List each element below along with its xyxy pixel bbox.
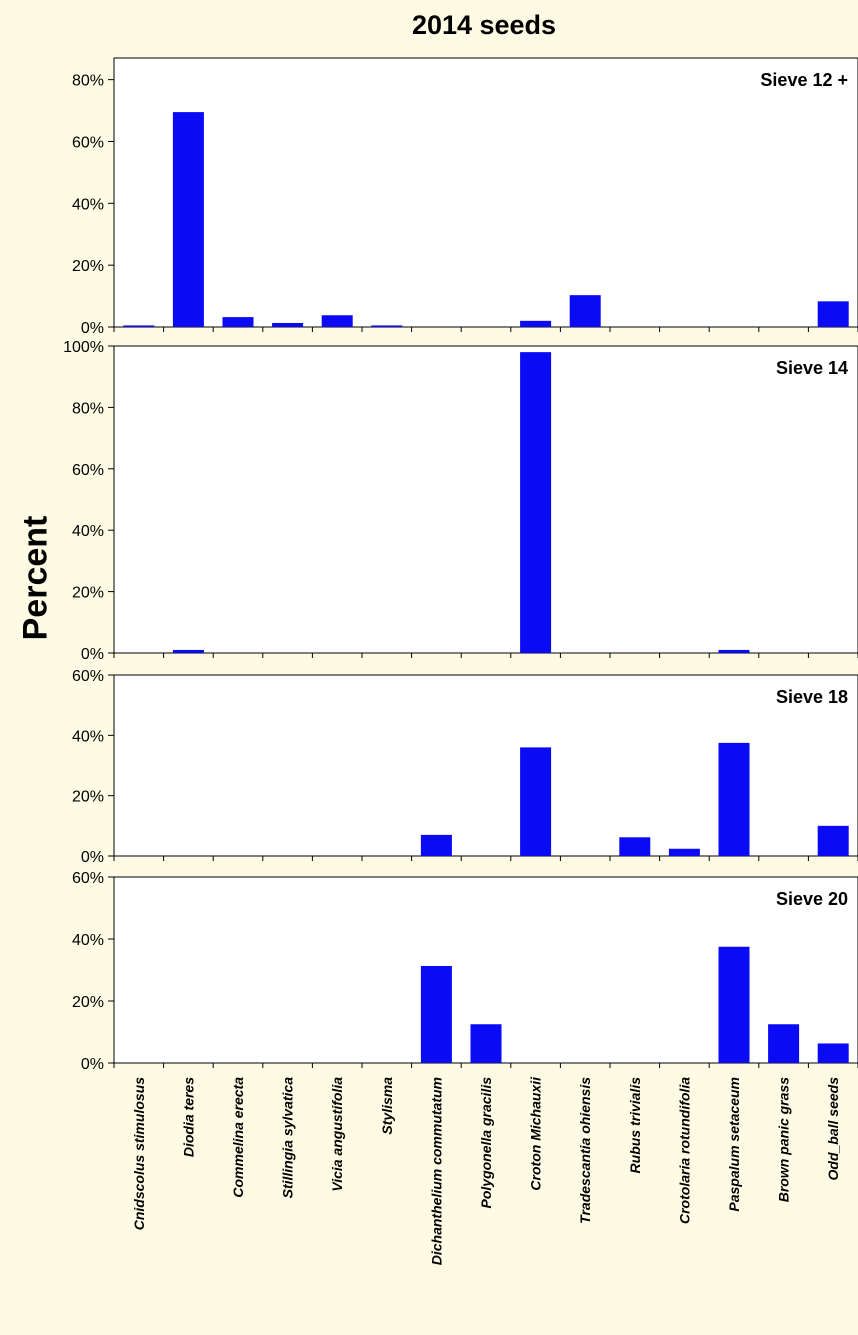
bar: [817, 1043, 849, 1063]
panel-label: Sieve 18: [776, 687, 848, 707]
bar: [371, 325, 403, 327]
bar: [668, 848, 700, 856]
bar: [768, 1024, 800, 1063]
bar: [718, 946, 750, 1063]
y-tick-label: 80%: [72, 73, 104, 90]
bar: [520, 320, 552, 327]
y-tick-label: 60%: [72, 870, 104, 887]
category-label: Tradescantia ohiensis: [577, 1077, 593, 1224]
category-label: Stylisma: [379, 1077, 395, 1135]
bar: [420, 834, 452, 856]
category-label: Polygonella gracilis: [478, 1077, 494, 1209]
bar: [172, 112, 204, 327]
bar: [817, 301, 849, 327]
y-tick-label: 60%: [72, 462, 104, 479]
y-tick-label: 40%: [72, 196, 104, 213]
y-tick-label: 20%: [72, 789, 104, 806]
bar: [420, 965, 452, 1063]
bar: [123, 325, 155, 327]
category-label: Cnidscolus stimulosus: [131, 1077, 147, 1230]
bar: [520, 352, 552, 653]
category-label: Odd_ball seeds: [825, 1077, 841, 1181]
category-label: Paspalum setaceum: [726, 1077, 742, 1212]
category-label: Stillingia sylvatica: [280, 1077, 296, 1199]
bar: [222, 317, 254, 327]
y-tick-label: 60%: [72, 668, 104, 685]
bar: [172, 649, 204, 653]
bar: [520, 747, 552, 856]
y-tick-label: 0%: [81, 646, 104, 663]
category-label: Commelina erecta: [230, 1077, 246, 1198]
category-label: Croton Michauxii: [528, 1076, 544, 1191]
y-tick-label: 20%: [72, 994, 104, 1011]
y-tick-label: 20%: [72, 585, 104, 602]
y-tick-label: 0%: [81, 320, 104, 337]
bar: [569, 295, 601, 327]
bar: [619, 837, 651, 856]
category-label: Brown panic grass: [776, 1077, 792, 1202]
y-tick-label: 40%: [72, 728, 104, 745]
category-label: Rubus trivialis: [627, 1077, 643, 1174]
y-tick-label: 20%: [72, 258, 104, 275]
y-tick-label: 100%: [63, 339, 104, 356]
category-label: Dichanthelium commutatum: [428, 1077, 444, 1265]
bar: [718, 649, 750, 653]
y-tick-label: 40%: [72, 932, 104, 949]
y-tick-label: 0%: [81, 1056, 104, 1073]
category-label: Vicia angustifolia: [329, 1077, 345, 1192]
panel-label: Sieve 20: [776, 889, 848, 909]
y-tick-label: 0%: [81, 849, 104, 866]
panel-label: Sieve 12 +: [760, 70, 848, 90]
bar: [470, 1024, 502, 1063]
bar: [718, 742, 750, 856]
panel-frame: [113, 57, 858, 328]
category-label: Crotolaria rotundifolia: [676, 1077, 692, 1224]
bar: [321, 315, 353, 327]
y-tick-label: 60%: [72, 134, 104, 151]
bar: [272, 322, 304, 327]
panel-label: Sieve 14: [776, 358, 848, 378]
bar: [817, 825, 849, 856]
chart-title: 2014 seeds: [411, 10, 557, 40]
y-tick-label: 80%: [72, 400, 104, 417]
y-tick-label: 40%: [72, 523, 104, 540]
panel-frame: [113, 345, 858, 654]
category-label: Diodia teres: [180, 1077, 196, 1157]
